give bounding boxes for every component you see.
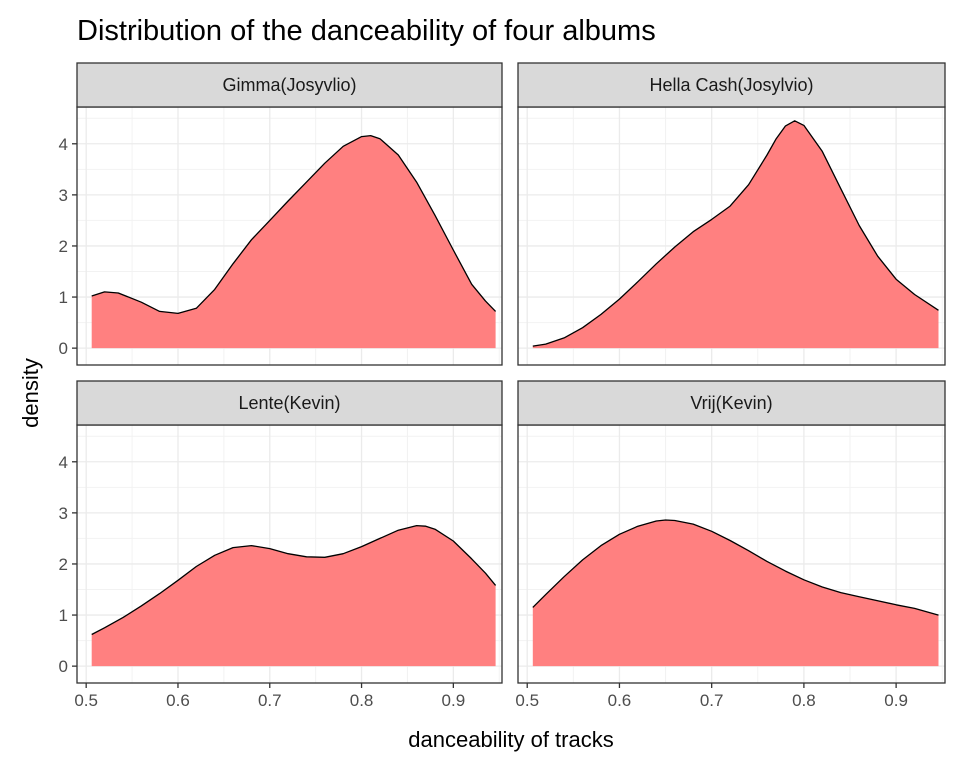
strip-label-lente-kevin: Lente(Kevin) [238, 393, 340, 413]
y-axis-title: density [18, 358, 43, 428]
density-line [91, 524, 497, 636]
y-tick-label: 2 [59, 555, 68, 574]
strip-label-vrij-kevin: Vrij(Kevin) [690, 393, 772, 413]
density-area [91, 135, 496, 349]
panel-vrij-kevin: Vrij(Kevin) 0.5 0.6 0.7 0.8 0.9 [515, 380, 946, 710]
y-tick-label: 4 [59, 453, 68, 472]
x-tick-label: 0.9 [442, 691, 466, 710]
strip-label-gimma-josyvlio: Gimma(Josyvlio) [222, 75, 356, 95]
x-tick-label: 0.6 [166, 691, 190, 710]
panel-hella-cash-josylvio: Hella Cash(Josylvio) [517, 62, 946, 366]
x-tick-label: 0.9 [884, 691, 908, 710]
y-tick-label: 1 [59, 288, 68, 307]
density-area [532, 120, 939, 349]
chart-title: Distribution of the danceability of four… [77, 15, 656, 47]
x-tick-label: 0.7 [258, 691, 282, 710]
density-area [532, 520, 939, 667]
density-line [91, 134, 497, 315]
x-tick-label: 0.8 [350, 691, 374, 710]
strip-background [517, 380, 946, 426]
x-axis-title: danceability of tracks [408, 727, 613, 752]
x-tick-label: 0.8 [792, 691, 816, 710]
panel-gimma-josyvlio: Gimma(Josyvlio) 0 1 2 3 4 [59, 62, 503, 366]
panels-layer: Gimma(Josyvlio) 0 1 2 3 4 Hella Cash(Josylvio)… [59, 62, 946, 710]
panel-lente-kevin: Lente(Kevin) 0 1 2 3 4 0.5 0.6 0.7 0.8 0.9 [59, 380, 503, 710]
strip-label-hella-cash-josylvio: Hella Cash(Josylvio) [649, 75, 813, 95]
strip-background [76, 62, 503, 108]
density-line [532, 519, 939, 616]
y-tick-label: 2 [59, 237, 68, 256]
x-tick-label: 0.6 [608, 691, 632, 710]
y-tick-label: 3 [59, 504, 68, 523]
y-tick-label: 1 [59, 606, 68, 625]
strip-background [517, 62, 946, 108]
density-area [91, 525, 496, 667]
x-tick-label: 0.5 [515, 691, 539, 710]
y-tick-label: 0 [59, 339, 68, 358]
density-line [532, 120, 939, 347]
strip-background [76, 380, 503, 426]
y-tick-label: 3 [59, 186, 68, 205]
x-tick-label: 0.7 [700, 691, 724, 710]
y-tick-label: 4 [59, 135, 68, 154]
x-tick-label: 0.5 [74, 691, 98, 710]
y-tick-label: 0 [59, 657, 68, 676]
